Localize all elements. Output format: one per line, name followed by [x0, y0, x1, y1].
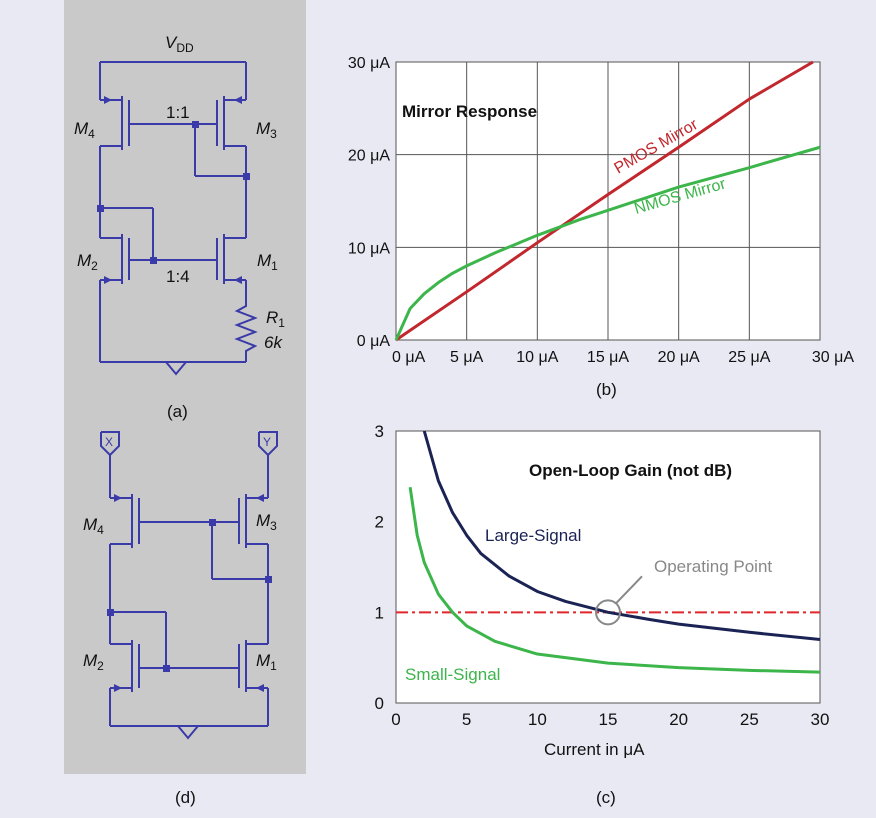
svg-text:M4: M4: [83, 515, 104, 537]
chart-c-xtick-label: 10: [528, 710, 547, 729]
chart-c-xtick-label: 20: [669, 710, 688, 729]
chart-b-ytick-label: 20 μA: [348, 148, 390, 165]
circuit-a-labels: VDD M4 M3 1:1 M2 M1 1:4 R1 6k (a): [74, 33, 285, 421]
chart-c-xtick-label: 5: [462, 710, 471, 729]
caption-b: (b): [596, 380, 617, 399]
chart-c-title: Open-Loop Gain (not dB): [529, 461, 732, 480]
chart-c-ytick-label: 2: [375, 513, 384, 532]
svg-text:R1: R1: [266, 308, 285, 330]
chart-c-xlabel: Current in μA: [544, 740, 645, 759]
vdd-label: V: [165, 33, 178, 52]
chart-b-ytick-label: 30 μA: [348, 55, 390, 72]
ratio-1-4: 1:4: [166, 267, 190, 286]
m2-label: M: [83, 651, 98, 670]
chart-b-ytick-label: 10 μA: [348, 240, 390, 257]
svg-text:M2: M2: [77, 251, 98, 273]
circuit-a-markers: [97, 96, 250, 284]
r1-value: 6k: [264, 333, 283, 352]
vdd-sub: DD: [176, 41, 194, 55]
chart-b-ytick-label: 0 μA: [357, 333, 391, 350]
small-signal-line: [408, 486, 821, 674]
chart-b-series: [394, 60, 821, 342]
chart-c-ytick-label: 3: [375, 422, 384, 441]
chart-c-series: [408, 430, 821, 674]
chart-b-grid: [396, 62, 820, 340]
chart-b-xtick-label: 5 μA: [450, 349, 484, 366]
chart-c-xtick-label: 25: [740, 710, 759, 729]
chart-c-ticks: 0 5 10 15 20 25 30 0 1 2 3: [375, 422, 830, 729]
operating-point-leader: [615, 575, 643, 605]
operating-point-label: Operating Point: [654, 557, 772, 576]
circuit-d-labels: X Y M4 M3 M2 M1 (d): [83, 435, 277, 807]
chart-b-xtick-label: 25 μA: [728, 349, 770, 366]
chart-b-xtick-label: 30 μA: [812, 349, 854, 366]
svg-text:M4: M4: [74, 119, 95, 141]
chart-c-ytick-label: 1: [375, 603, 384, 622]
circuit-d-markers: [107, 494, 272, 692]
chart-b-xtick-label: 0 μA: [392, 349, 426, 366]
chart-c-xtick-label: 30: [811, 710, 830, 729]
chart-c-xtick-label: 0: [391, 710, 400, 729]
m2-label: M: [77, 251, 92, 270]
chart-b-title: Mirror Response: [402, 102, 537, 121]
chart-c-xtick-label: 15: [599, 710, 618, 729]
svg-text:M1: M1: [256, 651, 277, 673]
port-x-label: X: [105, 435, 113, 449]
port-y-label: Y: [263, 435, 271, 449]
svg-text:VDD: VDD: [165, 33, 194, 55]
m4-label: M: [83, 515, 98, 534]
svg-text:M1: M1: [257, 251, 278, 273]
circuit-a: [99, 61, 258, 376]
small-signal-label: Small-Signal: [405, 665, 500, 684]
svg-text:M3: M3: [256, 511, 277, 533]
caption-a: (a): [167, 402, 188, 421]
large-signal-line: [422, 430, 821, 642]
m1-label: M: [256, 651, 271, 670]
large-signal-label: Large-Signal: [485, 526, 581, 545]
chart-b-ticks: 0 μA 5 μA 10 μA 15 μA 20 μA 25 μA 30 μA 0 μA 10 …: [348, 55, 854, 366]
chart-c: 0 5 10 15 20 25 30 0 1 2 3 Open-Loop Gain (not dB)…: [375, 422, 830, 807]
m4-label: M: [74, 119, 89, 138]
circuit-d: [100, 431, 278, 740]
caption-c: (c): [596, 788, 616, 807]
chart-b-xtick-label: 15 μA: [587, 349, 629, 366]
chart-b: 0 μA 5 μA 10 μA 15 μA 20 μA 25 μA 30 μA 0 μA 10 …: [348, 55, 854, 399]
chart-b-xtick-label: 20 μA: [658, 349, 700, 366]
svg-text:M2: M2: [83, 651, 104, 673]
m1-label: M: [257, 251, 272, 270]
m3-label: M: [256, 511, 271, 530]
operating-point-marker: [595, 599, 621, 626]
ratio-1-1: 1:1: [166, 103, 190, 122]
caption-d: (d): [175, 788, 196, 807]
svg-text:M3: M3: [256, 119, 277, 141]
r1-label: R: [266, 308, 278, 327]
pmos-mirror-line: [395, 60, 814, 342]
chart-c-ytick-label: 0: [375, 694, 384, 713]
chart-b-xtick-label: 10 μA: [516, 349, 558, 366]
chart-c-plot-area: [395, 430, 821, 704]
nmos-mirror-line: [394, 145, 821, 341]
m3-label: M: [256, 119, 271, 138]
